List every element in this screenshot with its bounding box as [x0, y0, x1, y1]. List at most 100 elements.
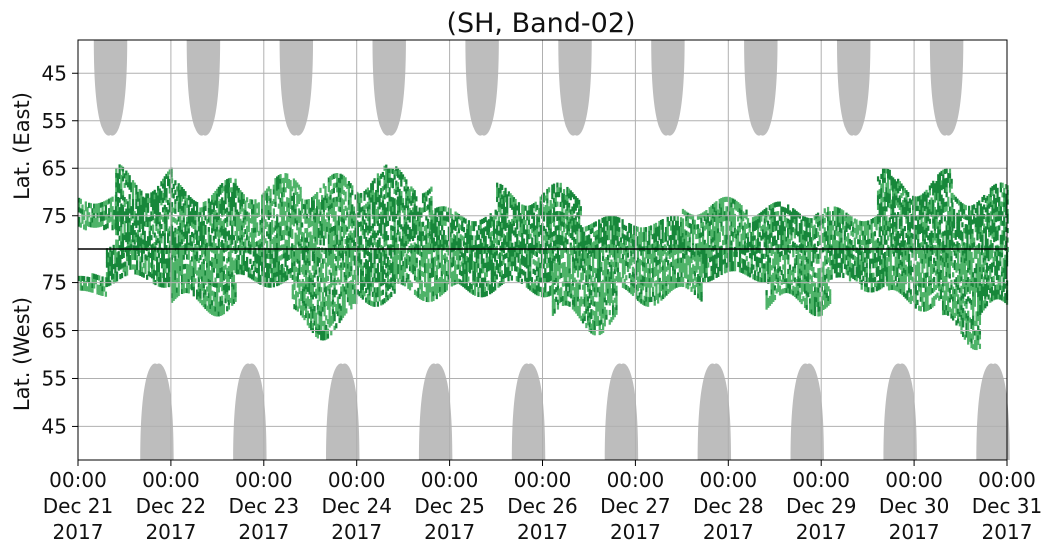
detection-cell	[150, 192, 153, 198]
detection-cell	[411, 221, 415, 227]
detection-cell	[189, 220, 192, 226]
detection-cell	[891, 186, 895, 193]
detection-cell	[135, 269, 139, 275]
detection-cell	[940, 208, 943, 215]
detection-cell	[964, 205, 967, 211]
detection-cell	[876, 176, 880, 182]
detection-cell	[923, 205, 927, 212]
detection-cell	[853, 228, 856, 234]
detection-cell	[175, 287, 179, 293]
detection-cell	[167, 214, 170, 220]
detection-cell	[567, 217, 571, 223]
detection-cell	[788, 219, 791, 225]
detection-cell	[984, 216, 987, 222]
detection-cell	[805, 236, 808, 242]
detection-cell	[873, 216, 877, 223]
detection-cell	[172, 240, 175, 247]
detection-cell	[393, 212, 396, 218]
detection-cell	[312, 214, 315, 220]
detection-cell	[891, 215, 895, 221]
detection-cell	[998, 225, 1001, 231]
detection-cell	[885, 196, 888, 203]
detection-cell	[86, 276, 89, 282]
detection-cell	[491, 221, 494, 227]
detection-cell	[182, 278, 185, 284]
detection-cell	[797, 212, 800, 218]
detection-cell	[461, 221, 464, 227]
detection-cell	[624, 235, 628, 241]
detection-cell	[390, 182, 393, 188]
detection-cell	[673, 234, 676, 240]
detection-cell	[813, 215, 816, 221]
detection-cell	[164, 263, 167, 269]
detection-cell	[276, 238, 279, 244]
detection-cell	[366, 225, 369, 231]
detection-cell	[242, 194, 245, 200]
detection-cell	[327, 182, 330, 188]
detection-cell	[354, 232, 357, 238]
detection-cell	[549, 242, 552, 248]
detection-cell	[546, 212, 549, 218]
detection-cell	[808, 218, 812, 224]
detection-cell	[168, 197, 171, 204]
detection-cell	[368, 190, 371, 196]
detection-cell	[164, 282, 167, 288]
detection-cell	[249, 218, 252, 224]
detection-cell	[86, 211, 89, 217]
detection-cell	[903, 240, 906, 246]
detection-cell	[964, 228, 967, 234]
detection-cell	[653, 228, 656, 234]
detection-cell	[212, 207, 215, 213]
detection-cell	[140, 252, 144, 258]
detection-cell	[462, 236, 466, 242]
detection-cell	[893, 183, 896, 190]
detection-cell	[347, 181, 351, 187]
detection-cell	[927, 235, 930, 241]
detection-cell	[217, 287, 220, 293]
detection-cell	[302, 204, 305, 210]
detection-cell	[121, 238, 125, 244]
detection-cell	[715, 205, 718, 212]
detection-cell	[160, 195, 163, 201]
detection-cell	[431, 229, 434, 235]
detection-cell	[342, 218, 346, 224]
detection-cell	[878, 208, 881, 214]
detection-cell	[628, 237, 631, 243]
detection-cell	[380, 211, 383, 217]
detection-cell	[239, 204, 242, 210]
detection-cell	[405, 198, 408, 204]
detection-cell	[604, 240, 608, 246]
detection-cell	[207, 231, 210, 237]
detection-cell	[111, 215, 114, 221]
detection-cell	[297, 217, 301, 223]
detection-cell	[179, 242, 182, 248]
detection-cell	[913, 239, 916, 245]
detection-cell	[436, 240, 439, 246]
detection-cell	[388, 187, 391, 193]
detection-cell	[735, 234, 738, 240]
detection-cell	[239, 190, 242, 196]
detection-cell	[1004, 236, 1008, 242]
detection-cell	[144, 254, 147, 260]
detection-cell	[945, 206, 948, 212]
detection-cell	[199, 274, 202, 280]
detection-cell	[88, 281, 91, 288]
detection-cell	[199, 212, 202, 218]
detection-cell	[876, 195, 880, 201]
detection-cell	[125, 270, 129, 276]
detection-cell	[415, 220, 418, 226]
detection-cell	[112, 264, 115, 270]
detection-cell	[497, 192, 500, 198]
detection-cell	[581, 231, 584, 238]
detection-cell	[732, 222, 735, 228]
detection-cell	[564, 195, 567, 201]
detection-cell	[902, 185, 905, 191]
detection-cell	[219, 218, 222, 224]
detection-cell	[383, 175, 386, 181]
detection-cell	[337, 177, 341, 184]
detection-cell	[888, 217, 891, 223]
detection-cell	[461, 216, 464, 222]
detection-cell	[567, 193, 571, 199]
detection-cell	[451, 218, 454, 224]
detection-cell	[501, 222, 504, 229]
